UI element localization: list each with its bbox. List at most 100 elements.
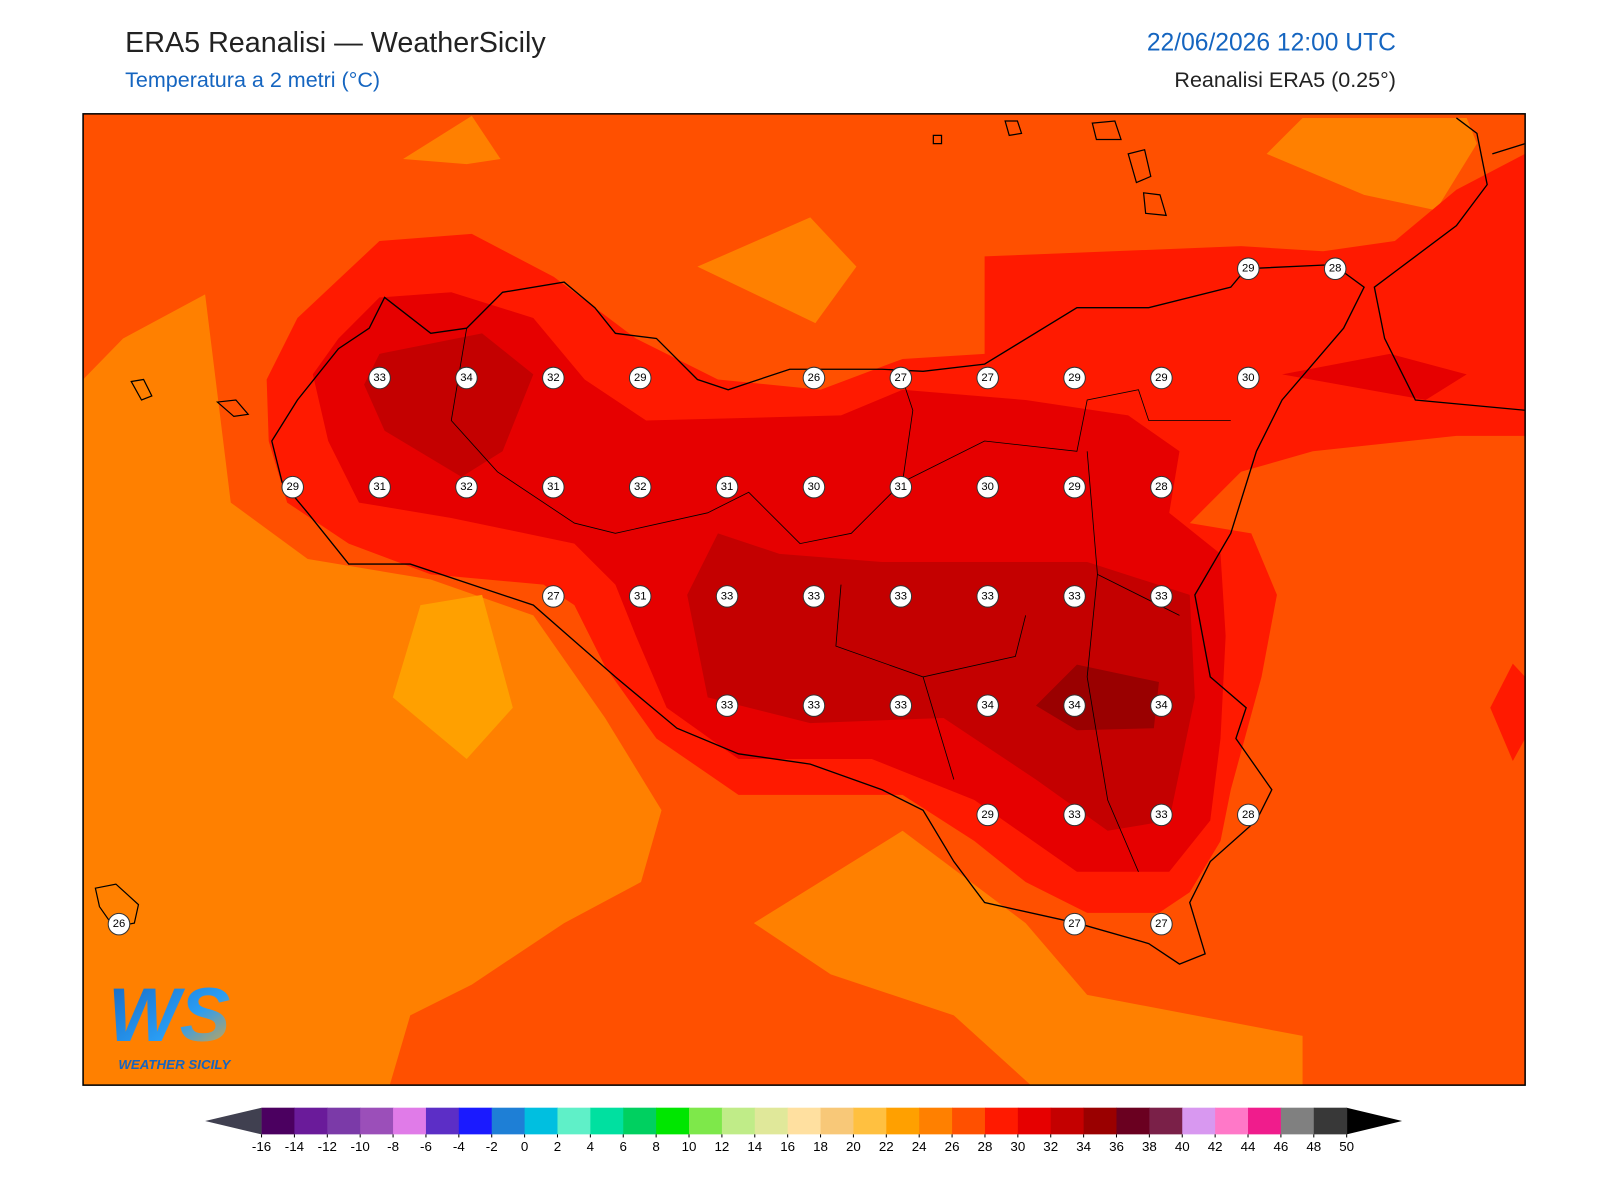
temperature-band (753, 830, 1303, 1086)
colorbar-segment (656, 1107, 690, 1135)
station-marker (455, 366, 478, 390)
colorbar-label: 46 (1273, 1139, 1288, 1154)
colorbar-segment (360, 1107, 394, 1135)
station-value: 29 (1068, 481, 1081, 493)
station-marker (542, 366, 565, 390)
colorbar-segment (820, 1107, 854, 1135)
station-value: 33 (1155, 809, 1168, 821)
station-marker (1063, 912, 1086, 936)
logo-text: WEATHER SICILY (118, 1057, 231, 1072)
station-marker (1237, 803, 1260, 827)
colorbar-label: 40 (1175, 1139, 1190, 1154)
station-value: 29 (1068, 372, 1081, 384)
colorbar-segment (524, 1107, 558, 1135)
station-value: 29 (1242, 263, 1255, 275)
station-marker (368, 475, 391, 499)
station-value: 29 (1155, 372, 1168, 384)
colorbar-under (205, 1107, 262, 1135)
station-value: 33 (721, 700, 734, 712)
station-value: 33 (981, 590, 994, 602)
colorbar-label: 20 (846, 1139, 861, 1154)
station-marker (715, 694, 739, 717)
station-marker (889, 366, 913, 390)
station-marker (976, 585, 999, 608)
colorbar-segment (689, 1107, 723, 1135)
station-value: 27 (547, 590, 560, 602)
station-value: 27 (981, 372, 994, 384)
temperature-band (1266, 117, 1477, 211)
station-value: 28 (1155, 481, 1168, 493)
station-marker (1063, 475, 1086, 499)
temperature-band (364, 333, 534, 477)
station-value: 34 (460, 372, 473, 384)
colorbar-label: 30 (1010, 1139, 1025, 1154)
station-marker (542, 585, 565, 608)
source: Reanalisi ERA5 (0.25°) (1174, 68, 1395, 92)
station-marker (455, 475, 478, 499)
station-value: 29 (634, 372, 647, 384)
station-value: 30 (1242, 372, 1255, 384)
colorbar-segment (919, 1107, 953, 1135)
colorbar-label: 32 (1043, 1139, 1058, 1154)
station-value: 32 (547, 372, 560, 384)
station-marker (1237, 366, 1260, 390)
colorbar-segment (886, 1107, 920, 1135)
colorbar-segment (952, 1107, 986, 1135)
map (83, 113, 1526, 1086)
station-value: 31 (634, 590, 647, 602)
station-value: 29 (981, 809, 994, 821)
station-marker (542, 475, 565, 499)
colorbar-segment (721, 1107, 756, 1135)
colorbar-segment (1050, 1107, 1085, 1135)
colorbar-segment (1149, 1107, 1183, 1135)
colorbar-segment (1017, 1107, 1052, 1135)
colorbar-label: 16 (780, 1139, 795, 1154)
station-value: 29 (286, 481, 299, 493)
coastline (1373, 117, 1526, 411)
station-marker (1150, 585, 1173, 608)
station-value: 31 (547, 481, 560, 493)
temperature-band (83, 294, 662, 1086)
station-value: 31 (373, 481, 386, 493)
colorbar-label: 24 (912, 1139, 927, 1154)
colorbar-segment (1083, 1107, 1118, 1135)
temperature-band (1490, 663, 1526, 762)
station-marker (1150, 803, 1173, 827)
station-marker (802, 475, 826, 499)
station-marker (281, 475, 304, 499)
station-value: 33 (1068, 590, 1081, 602)
station-marker (976, 366, 999, 390)
colorbar-label: 42 (1208, 1139, 1223, 1154)
station-marker (1063, 803, 1086, 827)
colorbar-label: 2 (554, 1139, 561, 1154)
station-marker (1150, 475, 1173, 499)
temperature-band (403, 115, 501, 165)
station-marker (1150, 694, 1173, 717)
station-value: 28 (1242, 809, 1255, 821)
station-marker (1063, 694, 1086, 717)
station-value: 34 (1155, 700, 1168, 712)
station-marker (802, 585, 826, 608)
station-value: 33 (1068, 809, 1081, 821)
station-value: 33 (895, 700, 908, 712)
station-value: 32 (460, 481, 473, 493)
station-marker (107, 912, 131, 936)
colorbar-label: -6 (420, 1139, 432, 1154)
colorbar-label: -12 (318, 1139, 337, 1154)
colorbar-over (1346, 1107, 1403, 1135)
colorbar-segment (1215, 1107, 1249, 1135)
station-marker (715, 475, 739, 499)
station-value: 30 (981, 481, 994, 493)
datetime: 22/06/2026 12:00 UTC (1147, 30, 1396, 57)
station-marker (976, 803, 999, 827)
subtitle: Temperatura a 2 metri (°C) (125, 68, 380, 92)
colorbar-segment (787, 1107, 822, 1135)
colorbar-segment (458, 1107, 493, 1135)
colorbar-label: 44 (1241, 1139, 1256, 1154)
station-marker (628, 585, 652, 608)
colorbar-label: -4 (453, 1139, 465, 1154)
colorbar-segment (1116, 1107, 1150, 1135)
station-value: 33 (808, 700, 821, 712)
station-value: 33 (721, 590, 734, 602)
